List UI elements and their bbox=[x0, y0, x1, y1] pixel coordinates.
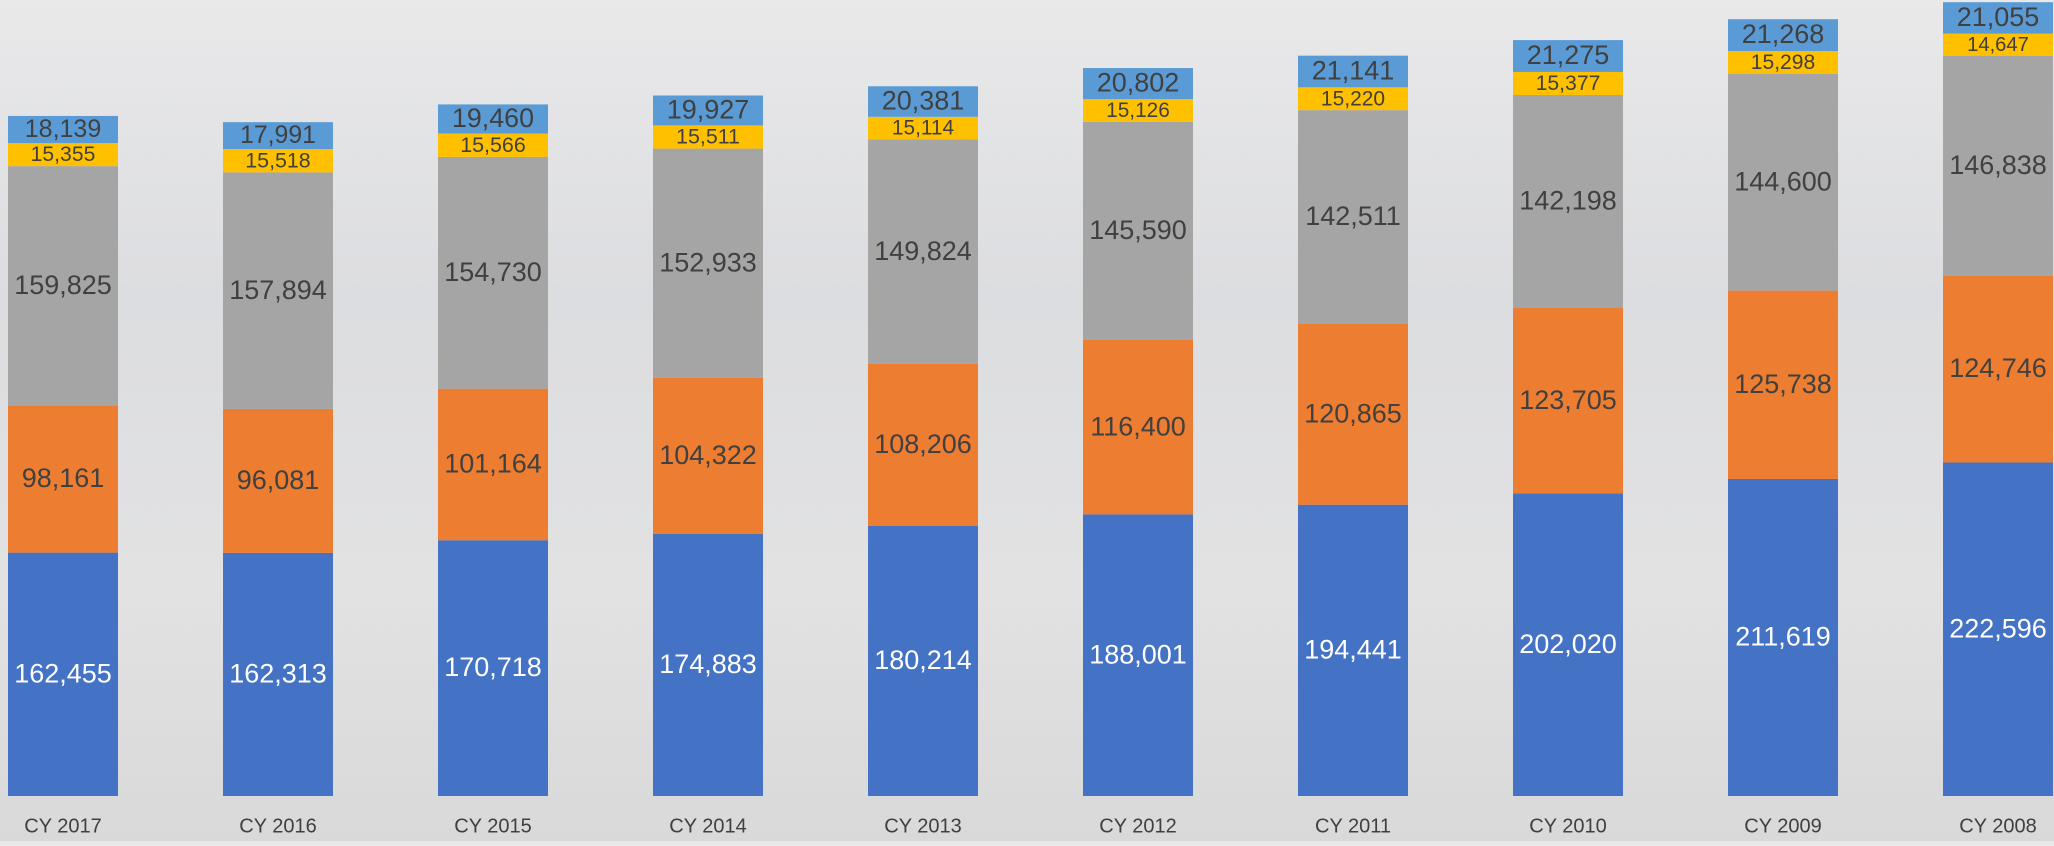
page: {"chart_data": {"type": "stacked-bar", "… bbox=[0, 0, 2054, 841]
x-tick-label: CY 2017 bbox=[24, 815, 101, 837]
data-label: 145,590 bbox=[1089, 215, 1187, 245]
data-label: 154,730 bbox=[444, 257, 542, 287]
data-label: 149,824 bbox=[874, 236, 972, 266]
data-label: 202,020 bbox=[1519, 629, 1617, 659]
data-label: 15,220 bbox=[1321, 87, 1385, 110]
chart: 162,455 98,161 159,825 15,35518,139 CY 2017 1… bbox=[0, 0, 2054, 841]
data-label: 15,126 bbox=[1106, 99, 1170, 122]
data-label: 144,600 bbox=[1734, 166, 1832, 196]
data-label: 15,518 bbox=[245, 148, 310, 172]
data-label: 152,933 bbox=[659, 247, 757, 277]
data-label: 162,455 bbox=[14, 658, 112, 688]
data-label: 211,619 bbox=[1735, 622, 1831, 652]
data-label: 21,055 bbox=[1957, 2, 2040, 32]
data-label: 157,894 bbox=[229, 275, 327, 305]
data-label: 174,883 bbox=[659, 649, 757, 679]
x-tick-label: CY 2014 bbox=[669, 815, 746, 837]
data-label: 222,596 bbox=[1949, 613, 2047, 643]
x-tick-label: CY 2011 bbox=[1315, 815, 1391, 837]
data-label: 15,566 bbox=[460, 133, 526, 157]
data-label: 188,001 bbox=[1089, 639, 1187, 669]
data-label: 146,838 bbox=[1949, 150, 2047, 180]
data-label: 104,322 bbox=[659, 440, 757, 470]
data-label: 15,298 bbox=[1751, 51, 1815, 74]
data-label: 20,381 bbox=[882, 86, 965, 116]
data-label: 180,214 bbox=[874, 645, 972, 675]
x-tick-label: CY 2008 bbox=[1959, 815, 2036, 837]
data-label: 96,081 bbox=[237, 465, 320, 495]
data-label: 108,206 bbox=[874, 429, 972, 459]
data-label: 15,511 bbox=[676, 125, 740, 149]
data-label: 101,164 bbox=[444, 449, 542, 479]
data-label: 20,802 bbox=[1097, 68, 1180, 98]
data-label: 15,355 bbox=[31, 143, 96, 166]
data-label: 116,400 bbox=[1090, 411, 1186, 441]
data-label: 19,927 bbox=[667, 95, 750, 125]
data-label: 14,647 bbox=[1967, 34, 2029, 56]
data-label: 17,991 bbox=[240, 122, 316, 149]
data-label: 19,460 bbox=[452, 103, 534, 133]
data-label: 194,441 bbox=[1304, 634, 1402, 664]
data-label: 21,268 bbox=[1742, 19, 1825, 49]
data-label: 123,705 bbox=[1519, 385, 1617, 415]
data-label: 142,511 bbox=[1305, 201, 1401, 231]
data-label: 142,198 bbox=[1519, 186, 1617, 216]
data-label: 170,718 bbox=[444, 652, 542, 682]
data-label: 98,161 bbox=[22, 463, 105, 493]
x-tick-label: CY 2012 bbox=[1099, 815, 1176, 837]
data-label: 124,746 bbox=[1949, 353, 2047, 383]
x-tick-label: CY 2009 bbox=[1744, 815, 1821, 837]
data-label: 120,865 bbox=[1304, 398, 1402, 428]
data-label: 15,377 bbox=[1536, 72, 1601, 95]
x-tick-label: CY 2013 bbox=[884, 815, 961, 837]
data-label: 162,313 bbox=[229, 659, 327, 689]
data-label: 15,114 bbox=[892, 117, 954, 140]
data-label: 159,825 bbox=[14, 270, 112, 300]
data-label: 18,139 bbox=[25, 115, 101, 143]
x-tick-label: CY 2015 bbox=[454, 815, 531, 837]
data-label: 125,738 bbox=[1734, 369, 1832, 399]
data-label: 21,141 bbox=[1312, 56, 1395, 86]
data-label: 21,275 bbox=[1527, 40, 1610, 70]
x-tick-label: CY 2016 bbox=[239, 815, 316, 837]
x-tick-label: CY 2010 bbox=[1529, 815, 1606, 837]
